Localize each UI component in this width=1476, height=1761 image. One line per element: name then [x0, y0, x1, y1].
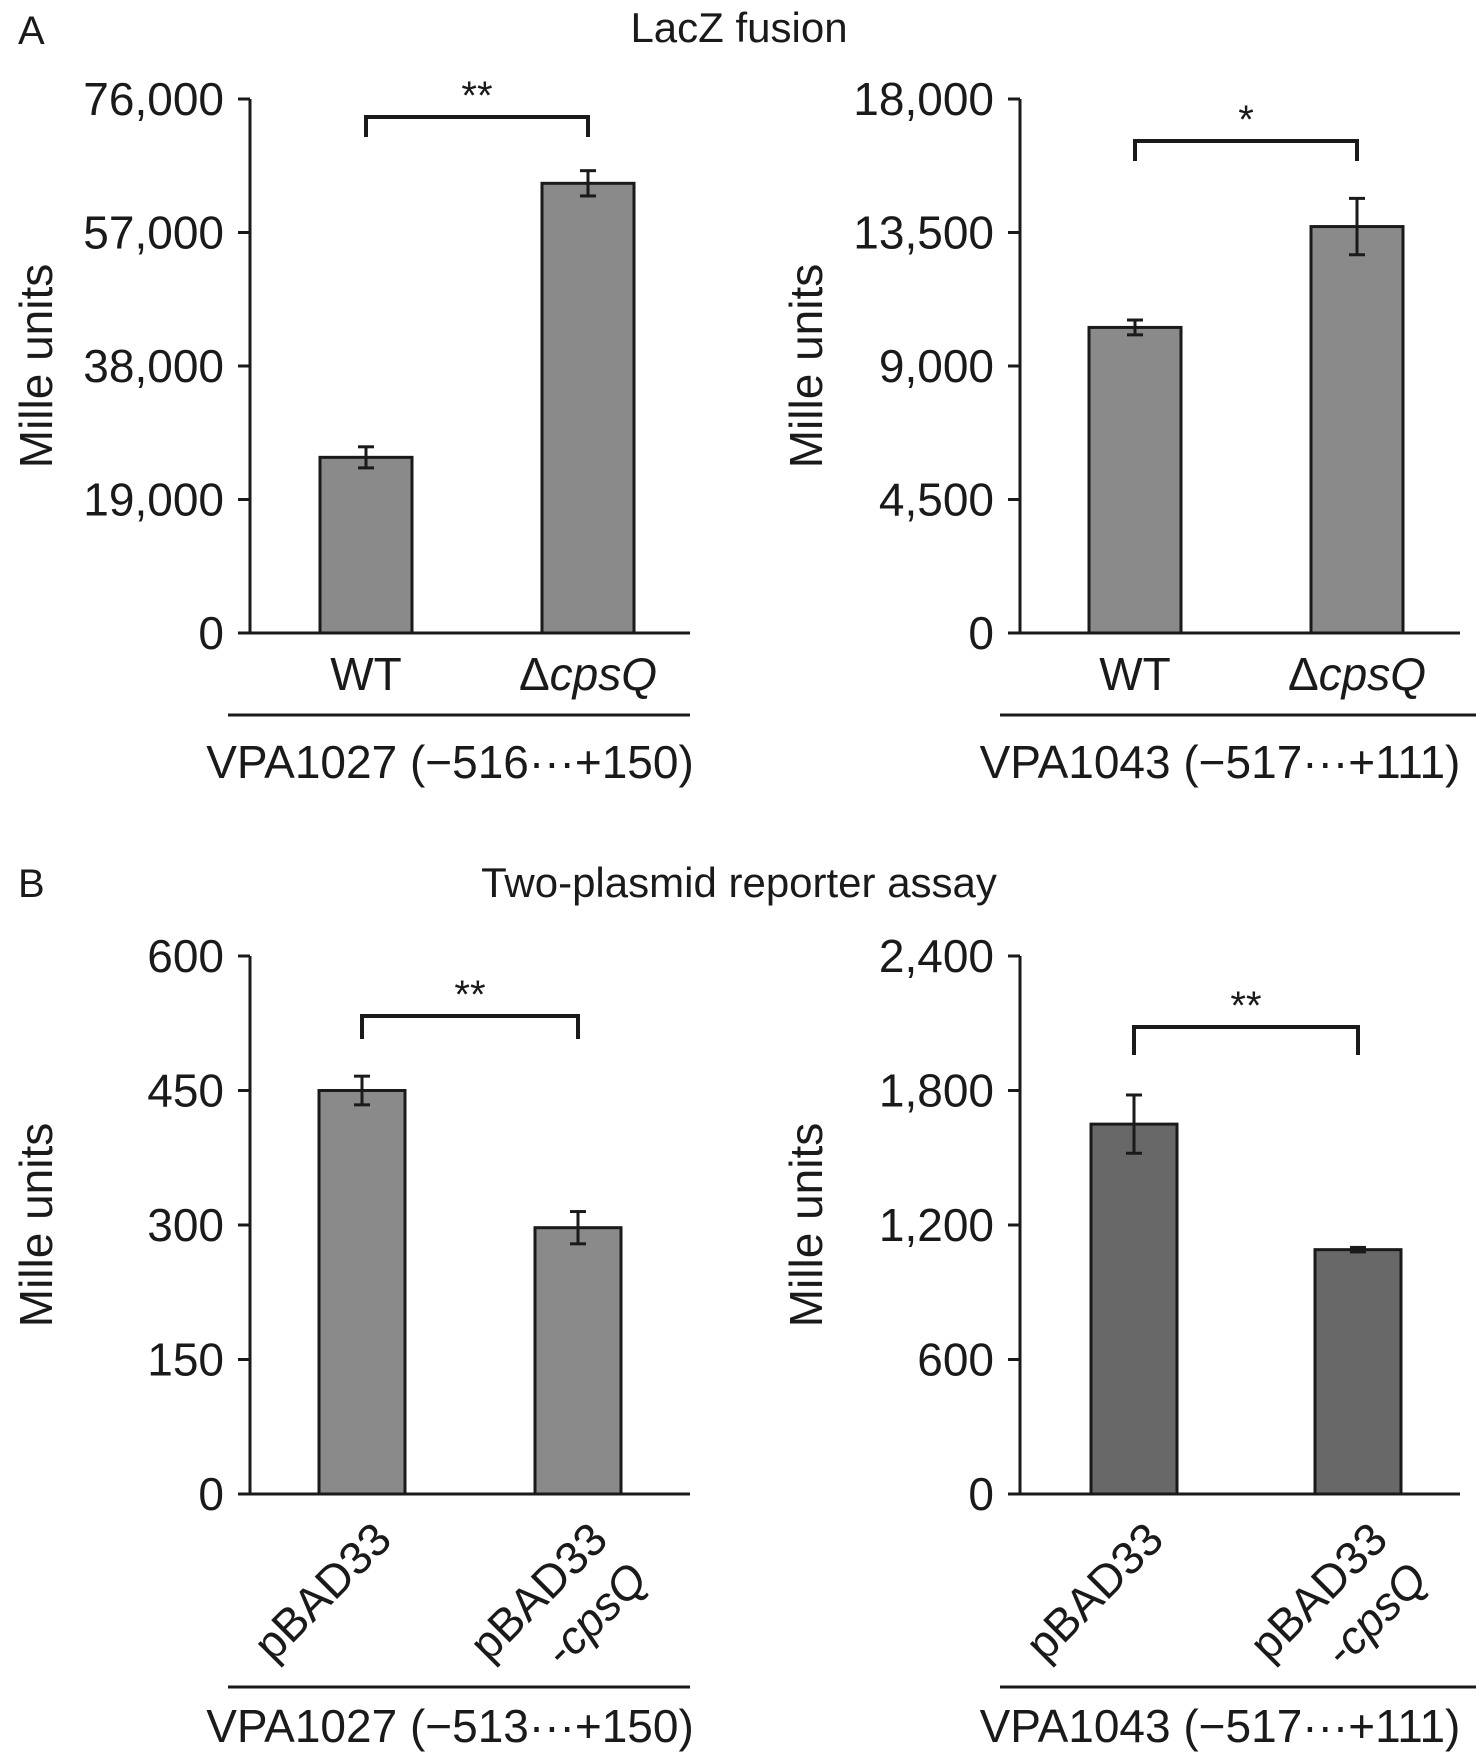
bar: [540, 181, 636, 635]
panel-b-letter: B: [18, 862, 45, 906]
y-axis-label: Mille units: [780, 1123, 832, 1328]
y-tick-label: 19,000: [83, 474, 224, 526]
category-label-italic: cpsQ: [550, 648, 657, 700]
significance-label: *: [1238, 98, 1254, 142]
group-label: VPA1043 (−517···+111): [980, 1700, 1461, 1752]
y-tick-label: 0: [198, 1468, 224, 1520]
y-tick-label: 600: [147, 930, 224, 982]
group-label: VPA1027 (−516···+150): [206, 736, 694, 788]
y-tick-label: 2,400: [879, 930, 994, 982]
significance-bracket: [364, 115, 590, 137]
y-tick-label: 1,200: [879, 1199, 994, 1251]
panel-b-title: Two-plasmid reporter assay: [481, 859, 997, 906]
y-tick-label: 57,000: [83, 207, 224, 259]
chart-1: 0 19,000 38,000 57,000 76,000 Mille units ** WT…: [10, 73, 694, 788]
y-tick-label: 1,800: [879, 1065, 994, 1117]
category-label: pBAD33: [1015, 1512, 1173, 1670]
bar: [318, 455, 414, 635]
bar: [533, 1226, 623, 1496]
bar: [1089, 1122, 1179, 1496]
bar: [317, 1089, 407, 1496]
y-tick-label: 0: [968, 607, 994, 659]
y-tick-label: 0: [968, 1468, 994, 1520]
category-label-italic: cpsQ: [1319, 648, 1426, 700]
y-axis-label: Mille units: [10, 264, 62, 469]
y-tick-label: 0: [198, 607, 224, 659]
y-tick-label: 450: [147, 1065, 224, 1117]
y-axis-label: Mille units: [780, 264, 832, 469]
panel-a-title: LacZ fusion: [630, 4, 847, 51]
y-tick-label: 300: [147, 1199, 224, 1251]
y-tick-label: 18,000: [853, 73, 994, 125]
significance-label: **: [454, 973, 485, 1017]
bar: [1087, 325, 1183, 635]
category-label: ΔcpsQ: [1288, 648, 1426, 700]
group-label: VPA1043 (−517···+111): [980, 736, 1461, 788]
y-tick-label: 150: [147, 1334, 224, 1386]
category-label: pBAD33: [243, 1512, 401, 1670]
chart-2: 0 4,500 9,000 13,500 18,000 Mille units * WT Δcp…: [780, 73, 1476, 788]
significance-bracket: [1132, 1025, 1360, 1055]
group-label: VPA1027 (−513···+150): [206, 1700, 694, 1752]
y-axis-label: Mille units: [10, 1123, 62, 1328]
bar: [1313, 1248, 1403, 1496]
significance-bracket: [1133, 139, 1359, 161]
y-tick-label: 9,000: [879, 340, 994, 392]
category-label: ΔcpsQ: [519, 648, 657, 700]
y-tick-label: 600: [917, 1334, 994, 1386]
y-tick-label: 38,000: [83, 340, 224, 392]
significance-label: **: [1230, 984, 1261, 1028]
panel-a-letter: A: [18, 9, 45, 53]
bar: [1309, 225, 1405, 635]
significance-label: **: [461, 74, 492, 118]
significance-bracket: [360, 1014, 580, 1039]
category-label: WT: [1099, 648, 1171, 700]
y-tick-label: 76,000: [83, 73, 224, 125]
y-tick-label: 13,500: [853, 207, 994, 259]
category-label: WT: [330, 648, 402, 700]
y-tick-label: 4,500: [879, 474, 994, 526]
